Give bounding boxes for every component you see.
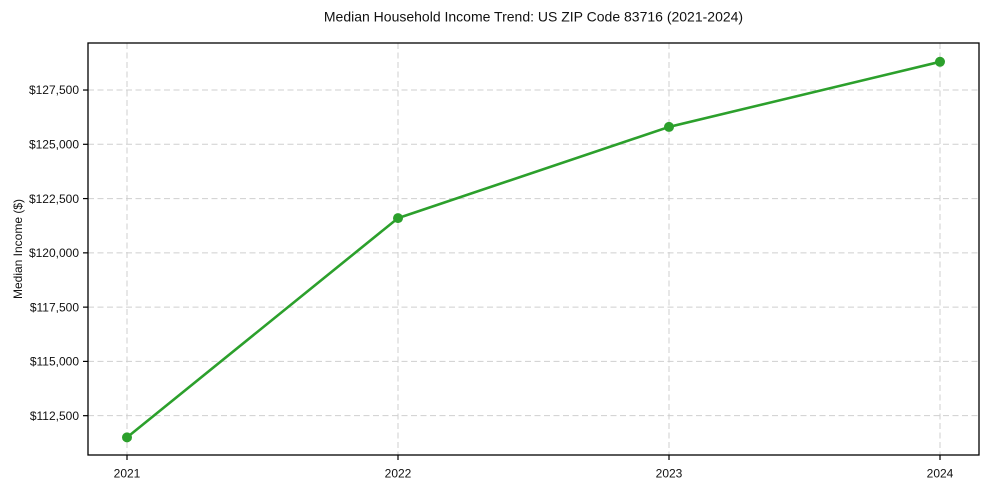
y-tick-label: $115,000 — [30, 355, 79, 369]
axis-ticks: $112,500 $115,000 $117,500 $120,000 $122,500… — [29, 83, 954, 480]
y-tick-label: $122,500 — [29, 192, 79, 206]
data-point-marker — [935, 56, 945, 67]
y-tick-label: $127,500 — [29, 83, 79, 97]
x-tick-label: 2023 — [656, 467, 683, 481]
gridlines — [88, 43, 979, 455]
chart-title: Median Household Income Trend: US ZIP Co… — [324, 9, 743, 25]
x-tick-label: 2024 — [927, 467, 954, 481]
x-tick-label: 2021 — [114, 467, 141, 481]
plot-frame — [87, 42, 980, 456]
data-point-marker — [393, 213, 403, 224]
plot-border — [87, 42, 980, 456]
trend-line — [125, 60, 942, 439]
y-tick-label: $120,000 — [29, 246, 79, 260]
y-axis-label: Median Income ($) — [11, 199, 25, 299]
y-tick-label: $125,000 — [29, 138, 79, 152]
data-series — [122, 56, 945, 443]
y-tick-label: $112,500 — [30, 409, 79, 423]
y-tick-label: $117,500 — [30, 300, 79, 314]
data-point-marker — [122, 432, 132, 443]
data-point-marker — [664, 121, 674, 132]
x-tick-label: 2022 — [385, 467, 412, 481]
